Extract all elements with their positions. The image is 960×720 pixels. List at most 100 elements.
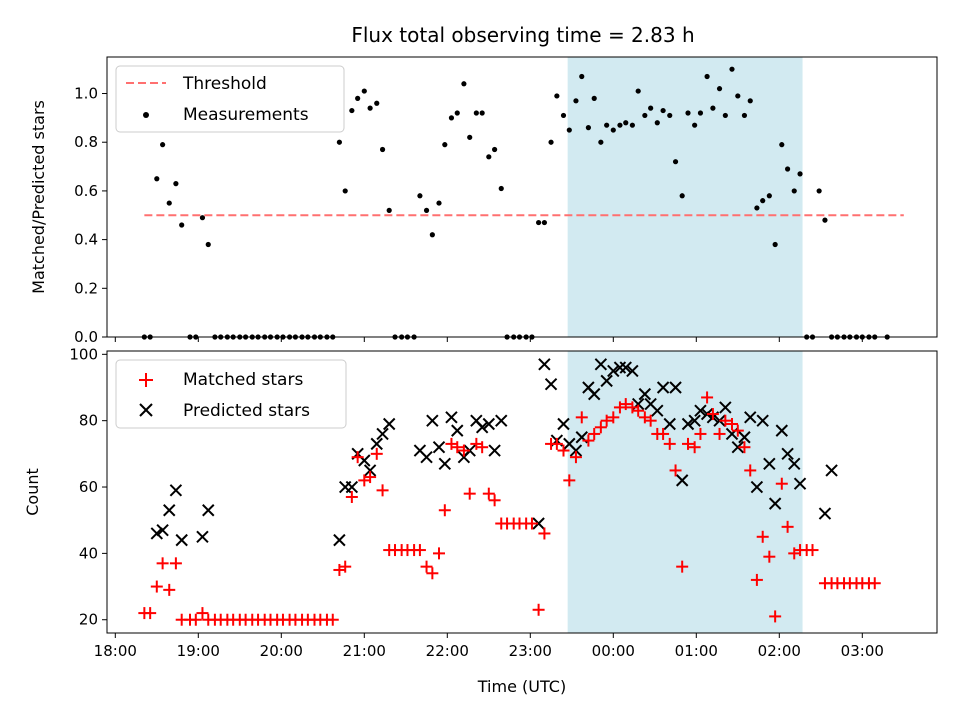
measurement-point	[374, 100, 380, 106]
predicted-star-point	[475, 421, 489, 434]
matched-star-point	[482, 487, 495, 500]
measurement-point	[797, 171, 803, 177]
predicted-star-point	[202, 504, 215, 517]
measurement-point	[822, 217, 828, 223]
predicted-star-point	[370, 437, 383, 451]
legend-threshold-label: Threshold	[182, 74, 267, 94]
matched-star-point	[719, 414, 732, 427]
measurement-point	[342, 188, 348, 194]
predicted-star-point	[756, 414, 769, 427]
bottom-y-tick-label: 80	[79, 412, 98, 430]
matched-star-point	[150, 580, 163, 593]
measurement-point	[685, 110, 691, 116]
matched-star-point	[438, 504, 451, 517]
predicted-star-point	[763, 457, 776, 471]
matched-star-point	[725, 417, 738, 430]
predicted-star-point	[156, 523, 169, 537]
matched-star-point	[676, 560, 689, 573]
x-tick-label: 20:00	[260, 642, 303, 660]
matched-star-point	[701, 391, 714, 404]
measurement-point	[573, 98, 579, 104]
predicted-star-point	[738, 431, 751, 444]
measurement-point	[754, 205, 760, 211]
measurement-point	[585, 125, 592, 131]
predicted-star-point	[675, 474, 689, 487]
predicted-star-point	[426, 414, 439, 427]
measurement-point	[492, 146, 498, 153]
matched-star-point	[731, 424, 744, 437]
measurement-point	[536, 219, 542, 226]
measurement-point	[642, 112, 648, 119]
measurement-point	[541, 219, 548, 226]
top-shaded-span	[567, 57, 803, 337]
top-legend-box	[115, 65, 345, 133]
predicted-star-point	[651, 404, 664, 417]
measurement-point	[635, 88, 641, 94]
matched-star-point	[144, 607, 157, 620]
measurement-point	[617, 122, 623, 128]
matched-star-point	[156, 557, 169, 570]
measurement-point	[697, 110, 704, 116]
predicted-star-point	[451, 424, 464, 437]
bottom-y-axis-label: Count	[23, 468, 42, 516]
bottom-panel: 20 40 60 80 100 18:00 19:00 20:00 21:00 22:00 23:…	[23, 345, 938, 696]
x-tick-label: 22:00	[426, 642, 469, 660]
matched-star-point	[706, 408, 719, 421]
predicted-star-point	[544, 377, 558, 391]
bottom-y-tick-label: 60	[79, 478, 98, 496]
predicted-star-point	[781, 447, 794, 461]
measurement-point	[442, 142, 448, 148]
legend-predicted-swatch	[139, 403, 153, 417]
matched-star-point	[769, 610, 782, 623]
matched-star-point	[619, 398, 632, 411]
predicted-star-point	[788, 457, 801, 471]
matched-star-point	[575, 411, 588, 424]
matched-star-point	[169, 557, 182, 570]
measurement-point	[498, 185, 504, 192]
predicted-star-point	[532, 517, 545, 530]
predicted-star-point	[768, 497, 782, 510]
measurement-point	[716, 86, 723, 92]
x-tick-label: 02:00	[758, 642, 801, 660]
measurement-point	[166, 200, 172, 206]
predicted-star-point	[694, 404, 707, 417]
top-y-tick-label: 0.6	[74, 182, 98, 200]
matched-star-point	[750, 573, 763, 586]
top-plot-frame	[106, 56, 938, 338]
predicted-star-point	[163, 504, 176, 517]
measurement-point	[367, 105, 373, 111]
bottom-legend: Matched stars Predicted stars	[115, 359, 347, 429]
top-y-ticks: 0.0 0.2 0.4 0.6 0.8 1.0	[74, 85, 107, 346]
predicted-star-point	[750, 480, 764, 494]
measurement-point	[779, 142, 785, 148]
measurement-point	[598, 139, 604, 145]
predicted-star-point	[638, 387, 652, 401]
matched-star-point	[463, 487, 476, 500]
predicted-star-point	[382, 417, 396, 431]
bottom-y-tick-label: 40	[79, 544, 98, 562]
legend-matched-swatch	[139, 373, 153, 387]
measurement-point	[648, 105, 654, 111]
predicted-star-point	[731, 441, 745, 454]
bottom-x-ticks: 18:00 19:00 20:00 21:00 22:00 23:00 00:00 01:00…	[94, 633, 884, 660]
predicted-star-point	[482, 417, 496, 431]
matched-star-point	[669, 464, 682, 477]
matched-star-point	[326, 613, 339, 626]
bottom-y-tick-label: 20	[79, 611, 98, 629]
measurement-point	[417, 193, 423, 199]
predicted-star-point	[793, 477, 807, 490]
measurement-point	[548, 139, 554, 145]
measurement-point	[667, 112, 673, 119]
x-tick-label: 00:00	[592, 642, 635, 660]
matched-star-point	[433, 547, 445, 560]
matched-star-point	[525, 517, 538, 530]
measurement-point	[760, 198, 766, 204]
top-y-tick-label: 0.2	[74, 279, 98, 297]
measurement-point	[179, 222, 185, 228]
bottom-shaded-span	[567, 351, 803, 633]
measurement-point	[560, 112, 567, 119]
measurement-point	[386, 207, 392, 213]
bottom-y-ticks: 20 40 60 80 100	[69, 345, 107, 629]
matched-star-point	[538, 527, 551, 540]
measurement-point	[741, 112, 748, 119]
